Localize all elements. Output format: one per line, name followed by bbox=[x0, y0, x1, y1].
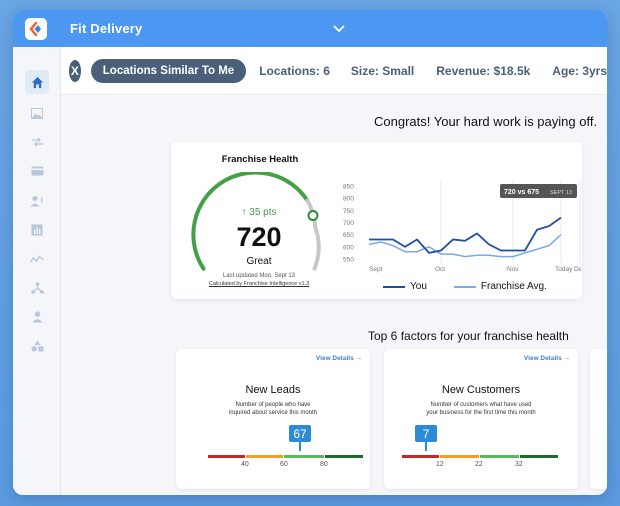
top-bar: Fit Delivery bbox=[13, 10, 607, 47]
health-line-chart: 850 800 750 700 650 600 550 Sept Oct Nov TodayDec 7… bbox=[343, 181, 581, 273]
factor-desc-line1: Number of people who have bbox=[235, 402, 311, 408]
view-details-link[interactable]: View Details → bbox=[315, 355, 362, 362]
bar-segment-orange bbox=[440, 455, 479, 458]
image-icon[interactable] bbox=[25, 101, 49, 125]
gauge-progress-arc bbox=[191, 172, 310, 271]
chart-legend: You Franchise Avg. bbox=[383, 281, 583, 292]
factor-value-marker bbox=[425, 442, 427, 451]
factor-value-badge: 7 bbox=[415, 425, 437, 442]
locations-stat: Locations: 6 bbox=[259, 63, 330, 78]
bar-chart-icon[interactable] bbox=[25, 218, 49, 242]
health-updated: Last updated Mon. Sept 13 bbox=[222, 273, 296, 279]
gauge-marker bbox=[307, 210, 319, 221]
y-tick-label: 700 bbox=[343, 220, 354, 227]
factor-desc-line2: your business for the first time this mo… bbox=[426, 410, 536, 416]
health-title: Franchise Health bbox=[221, 154, 299, 165]
factor-card-new-leads: View Details → New Leads Number of peopl… bbox=[176, 349, 370, 489]
tooltip-box bbox=[500, 184, 577, 198]
x-tick-label: Today bbox=[555, 266, 573, 273]
age-stat: Age: 3yrs bbox=[552, 63, 607, 78]
y-tick-label: 550 bbox=[343, 257, 354, 264]
bar-segment-green bbox=[480, 455, 519, 458]
tooltip-date: SEPT 13 bbox=[550, 190, 572, 196]
users-icon[interactable] bbox=[25, 189, 49, 213]
app-window: Fit Delivery bbox=[13, 10, 607, 495]
gauge-gap bbox=[272, 185, 282, 193]
y-tick-label: 800 bbox=[343, 196, 354, 203]
x-tick-label: Nov bbox=[507, 266, 519, 273]
bar-segment-red bbox=[208, 455, 245, 458]
bar-segment-dark-green bbox=[325, 455, 363, 458]
x-tick-label: Dec bbox=[574, 266, 581, 273]
factor-value-marker bbox=[299, 442, 301, 451]
view-details-link[interactable]: View Details → bbox=[523, 355, 570, 362]
legend-avg-swatch bbox=[453, 285, 476, 288]
bar-tick: 32 bbox=[515, 461, 523, 468]
filter-bar: X Locations Similar To Me Locations: 6 S… bbox=[61, 47, 607, 95]
bar-segment-dark-green bbox=[520, 455, 558, 458]
locations-similar-filter[interactable]: Locations Similar To Me bbox=[90, 58, 247, 83]
gauge-gap bbox=[223, 185, 246, 200]
health-score: 720 bbox=[236, 222, 282, 252]
franchise-health-card: Franchise Health ↑ 35 pts 720 Great Last… bbox=[171, 142, 582, 299]
y-tick-label: 850 bbox=[343, 184, 354, 191]
congrats-message: Congrats! Your hard work is paying off. bbox=[374, 114, 598, 129]
factor-desc-line1: Number of customers what have used bbox=[430, 402, 532, 408]
legend-you-label: You bbox=[410, 281, 427, 292]
gauge-remaining-arc bbox=[305, 198, 321, 271]
y-tick-label: 600 bbox=[343, 244, 354, 251]
revenue-stat: Revenue: $18.5k bbox=[436, 63, 531, 78]
health-calc-link[interactable]: Calculated by Franchise Intelligence v1.… bbox=[208, 281, 310, 287]
y-tick-label: 650 bbox=[343, 232, 354, 239]
health-rating: Great bbox=[246, 256, 272, 267]
bar-tick: 80 bbox=[320, 461, 328, 468]
x-tick-label: Oct bbox=[435, 266, 445, 273]
factors-title: Top 6 factors for your franchise health bbox=[368, 329, 569, 343]
factor-desc-line2: inquired about service this month bbox=[228, 410, 318, 416]
health-delta: ↑ 35 pts bbox=[241, 207, 277, 218]
legend-you-swatch bbox=[383, 285, 405, 288]
line-chart-icon[interactable] bbox=[25, 247, 49, 271]
bar-tick: 60 bbox=[280, 461, 288, 468]
health-gauge bbox=[191, 172, 321, 271]
factor-card-partial bbox=[590, 349, 607, 489]
shapes-icon[interactable] bbox=[25, 334, 49, 358]
factor-title: New Leads bbox=[245, 384, 301, 396]
clear-filter-button[interactable]: X bbox=[69, 59, 81, 82]
gauge-gap bbox=[291, 193, 301, 203]
home-icon[interactable] bbox=[25, 70, 49, 94]
tooltip-score: 720 vs 675 bbox=[504, 189, 539, 196]
chevron-down-icon[interactable] bbox=[333, 25, 345, 33]
sidebar bbox=[13, 47, 61, 495]
person-icon[interactable] bbox=[25, 305, 49, 329]
transfer-icon[interactable] bbox=[25, 130, 49, 154]
app-logo-icon[interactable] bbox=[25, 17, 47, 40]
factor-card-new-customers: View Details → New Customers Number of c… bbox=[384, 349, 578, 489]
credit-card-icon[interactable] bbox=[25, 159, 49, 183]
series-line-you bbox=[369, 216, 562, 254]
factor-title: New Customers bbox=[441, 384, 521, 396]
app-title[interactable]: Fit Delivery bbox=[70, 21, 143, 36]
bar-tick: 40 bbox=[241, 461, 249, 468]
bar-tick: 22 bbox=[475, 461, 483, 468]
size-stat: Size: Small bbox=[350, 63, 415, 78]
factor-value-badge: 67 bbox=[289, 425, 311, 442]
legend-avg-label: Franchise Avg. bbox=[480, 281, 547, 292]
bar-segment-green bbox=[284, 455, 324, 458]
bar-tick: 12 bbox=[436, 461, 444, 468]
bar-segment-orange bbox=[246, 455, 283, 458]
network-icon[interactable] bbox=[25, 276, 49, 300]
bar-segment-red bbox=[402, 455, 439, 458]
x-tick-label: Sept bbox=[369, 266, 383, 273]
y-tick-label: 750 bbox=[343, 208, 354, 215]
series-line-avg bbox=[368, 234, 562, 258]
